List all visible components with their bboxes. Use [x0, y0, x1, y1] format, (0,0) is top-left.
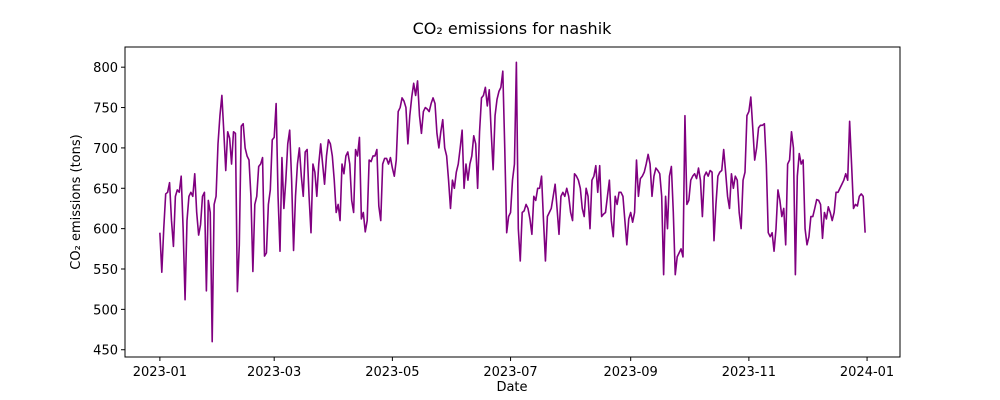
y-tick-label: 600: [93, 223, 118, 238]
y-tick-label: 450: [93, 344, 118, 359]
chart-title: CO₂ emissions for nashik: [413, 19, 613, 38]
y-axis-label: CO₂ emissions (tons): [69, 134, 84, 269]
x-tick-label: 2023-11: [722, 365, 776, 380]
y-tick-label: 500: [93, 303, 118, 318]
x-tick-label: 2024-01: [840, 365, 894, 380]
plot-frame: [124, 46, 901, 358]
x-tick-label: 2023-01: [133, 365, 187, 380]
y-tick-label: 550: [93, 263, 118, 278]
x-tick-label: 2023-03: [247, 365, 301, 380]
x-tick-label: 2023-07: [483, 365, 537, 380]
data-line: [159, 61, 866, 343]
x-tick-label: 2023-09: [604, 365, 658, 380]
y-tick-label: 800: [93, 61, 118, 76]
x-axis-label: Date: [496, 380, 527, 395]
y-tick-label: 750: [93, 102, 118, 117]
y-tick-label: 700: [93, 142, 118, 157]
y-tick-label: 650: [93, 182, 118, 197]
x-tick-label: 2023-05: [365, 365, 419, 380]
